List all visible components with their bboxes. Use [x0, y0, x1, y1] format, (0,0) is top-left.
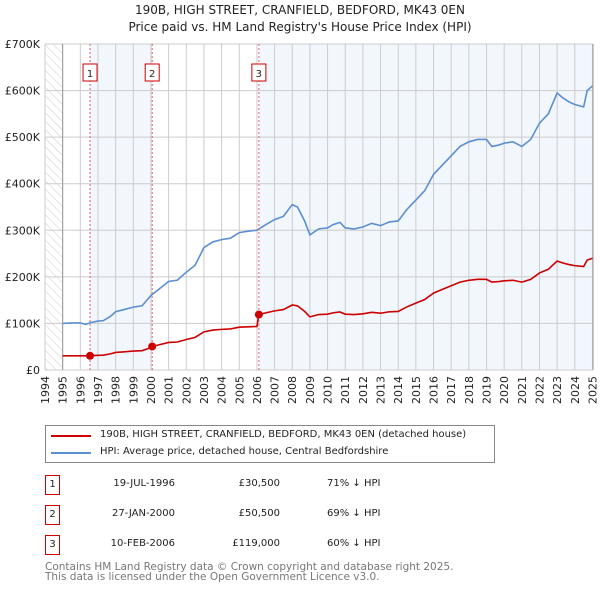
sale-date: 27-JAN-2000	[111, 508, 175, 519]
legend-label: 190B, HIGH STREET, CRANFIELD, BEDFORD, M…	[100, 429, 467, 440]
chart-title: 190B, HIGH STREET, CRANFIELD, BEDFORD, M…	[135, 3, 465, 17]
x-tick-label: 2000	[145, 376, 158, 404]
price-chart: 1994 1995 1996 1997 1998 1999 2000 2001 2002 2003…	[5, 38, 600, 404]
sale-marker-box	[144, 63, 160, 82]
x-tick-label: 2020	[498, 376, 511, 404]
sale-marker-box	[251, 63, 267, 82]
sale-marker-badge: 1	[45, 475, 60, 495]
x-tick-label: 2025	[586, 376, 599, 404]
y-tick-label: £0	[26, 364, 40, 377]
x-tick-label: 2013	[375, 376, 388, 404]
sale-marker-box	[82, 63, 98, 82]
sale-row: 1 19-JUL-1996 £30,500 71% ↓ HPI	[45, 475, 545, 497]
y-tick-label: £400K	[5, 178, 41, 191]
x-tick-label: 2002	[180, 376, 193, 404]
x-tick-label: 1994	[39, 376, 52, 404]
legend: 190B, HIGH STREET, CRANFIELD, BEDFORD, M…	[45, 425, 495, 463]
sale-price: £119,000	[232, 538, 280, 549]
x-tick-label: 2015	[410, 376, 423, 404]
pre-data-hatch	[45, 44, 63, 370]
sale-point	[254, 310, 263, 319]
sale-point	[148, 342, 157, 351]
shaded-period	[258, 44, 593, 370]
x-tick-label: 2023	[551, 376, 564, 404]
x-tick-label: 1999	[127, 376, 140, 404]
x-tick-label: 2016	[428, 376, 441, 404]
chart-subtitle: Price paid vs. HM Land Registry's House …	[128, 20, 472, 34]
sale-price: £50,500	[238, 508, 280, 519]
x-tick-label: 2019	[481, 376, 494, 404]
footer-line-1: Contains HM Land Registry data © Crown c…	[45, 561, 454, 573]
x-tick-label: 2004	[216, 376, 229, 404]
sale-point	[86, 351, 95, 360]
x-tick-label: 1997	[92, 376, 105, 404]
sale-marker-badge: 2	[45, 505, 60, 525]
footer-line-2: This data is licensed under the Open Gov…	[45, 571, 380, 583]
y-tick-label: £200K	[5, 271, 41, 284]
x-tick-label: 1995	[57, 376, 70, 404]
x-tick-label: 2014	[392, 376, 405, 404]
sale-marker-label: 1	[87, 69, 93, 80]
y-tick-label: £300K	[5, 224, 41, 237]
sale-marker-label: 2	[149, 69, 155, 80]
shaded-period	[90, 44, 153, 370]
sale-row: 2 27-JAN-2000 £50,500 69% ↓ HPI	[45, 505, 545, 527]
y-tick-label: £700K	[5, 38, 41, 51]
y-tick-label: £500K	[5, 131, 41, 144]
y-tick-label: £600K	[5, 85, 41, 98]
legend-label: HPI: Average price, detached house, Cent…	[100, 446, 389, 457]
sale-price: £30,500	[238, 478, 280, 489]
x-tick-label: 2010	[322, 376, 335, 404]
hpi-line	[62, 85, 593, 326]
x-tick-label: 2008	[286, 376, 299, 404]
x-tick-label: 1998	[110, 376, 123, 404]
sale-marker-badge: 3	[45, 535, 60, 555]
sale-hpi-diff: 71% ↓ HPI	[327, 478, 381, 489]
sale-hpi-diff: 69% ↓ HPI	[327, 508, 381, 519]
property-line	[62, 257, 593, 357]
x-tick-label: 2011	[339, 376, 352, 404]
sale-marker-label: 3	[256, 69, 262, 80]
x-tick-label: 2018	[463, 376, 476, 404]
x-tick-label: 2006	[251, 376, 264, 404]
sale-hpi-diff: 60% ↓ HPI	[327, 538, 381, 549]
x-tick-label: 2007	[269, 376, 282, 404]
x-tick-label: 2005	[233, 376, 246, 404]
sale-date: 10-FEB-2006	[110, 538, 175, 549]
y-tick-label: £100K	[5, 317, 41, 330]
x-tick-label: 2017	[445, 376, 458, 404]
x-tick-label: 2012	[357, 376, 370, 404]
x-tick-label: 2003	[198, 376, 211, 404]
sale-date: 19-JUL-1996	[113, 478, 175, 489]
x-tick-label: 2024	[569, 376, 582, 404]
x-tick-label: 1996	[74, 376, 87, 404]
x-tick-label: 2021	[516, 376, 529, 404]
sale-row: 3 10-FEB-2006 £119,000 60% ↓ HPI	[45, 535, 545, 557]
x-tick-label: 2022	[533, 376, 546, 404]
x-tick-label: 2001	[163, 376, 176, 404]
x-tick-label: 2009	[304, 376, 317, 404]
